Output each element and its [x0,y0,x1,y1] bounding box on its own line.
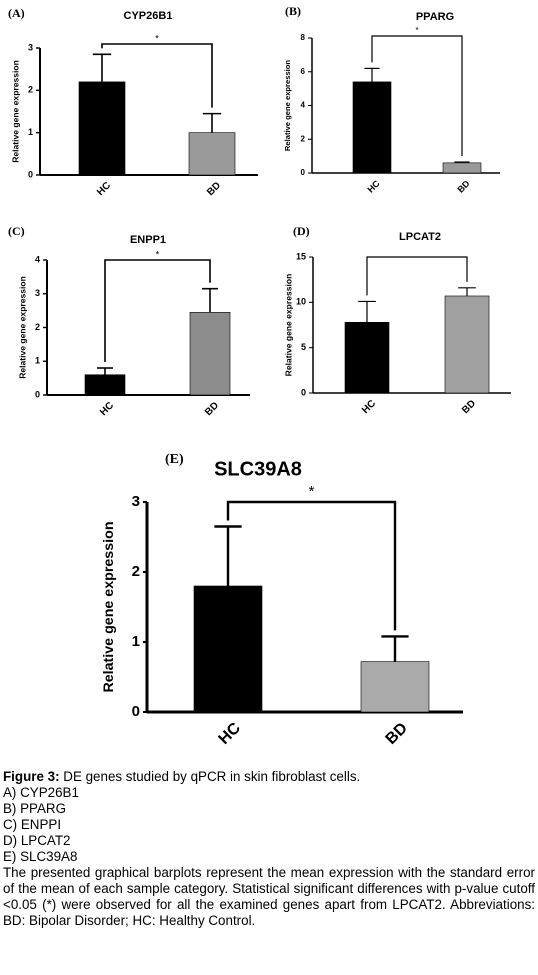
significance-bracket [366,256,468,296]
bar [188,132,236,176]
caption-label: Figure 3: [3,769,60,784]
y-tick-label: 3 [132,493,140,510]
significance-bracket [226,500,397,631]
y-tick-label: 2 [301,134,306,143]
caption-item: D) LPCAT2 [3,833,71,848]
y-tick-label: 1 [35,356,40,366]
panel-label: (E) [165,452,184,467]
caption-text: DE genes studied by qPCR in skin fibrobl… [63,769,361,784]
x-tick-label: HC [360,398,378,416]
y-tick-label: 1 [132,633,140,650]
bar [78,81,126,176]
y-axis-label: Relative gene expression [283,274,293,377]
y-axis-label: Relative gene expression [283,60,292,152]
panel-label: (A) [8,6,25,20]
significance-star: * [415,26,418,35]
y-tick-label: 0 [301,168,306,177]
bar [442,162,482,174]
y-tick-label: 2 [28,85,33,95]
y-tick-label: 3 [28,42,33,52]
significance-bracket [371,35,463,157]
x-tick-label: HC [365,178,382,195]
chart-title: PPARG [416,11,454,23]
bar [344,321,390,394]
chart-title: SLC39A8 [214,458,302,480]
significance-star: * [309,483,315,500]
significance-bracket [101,43,213,108]
significance-bracket [104,259,211,362]
bar [189,312,231,396]
y-axis-label: Relative gene expression [10,60,20,163]
x-tick-label: HC [98,400,116,418]
x-tick-label: BD [460,398,478,416]
y-tick-label: 2 [132,563,140,580]
caption-item: E) SLC39A8 [3,849,78,864]
y-tick-label: 4 [301,101,306,110]
y-tick-label: 5 [301,342,306,352]
y-tick-label: 0 [35,389,40,399]
y-axis-label: Relative gene expression [17,276,27,379]
caption-paragraph: The presented graphical barplots represe… [3,865,535,928]
bar [352,81,392,174]
x-tick-label: BD [455,178,472,195]
x-tick-label: HC [216,719,245,748]
x-tick-label: BD [205,180,223,198]
x-tick-label: BD [383,720,411,748]
bar [84,374,126,396]
y-tick-label: 2 [35,322,40,332]
caption-item: C) ENPPI [3,817,62,832]
y-tick-label: 0 [28,169,33,179]
y-tick-label: 3 [35,288,40,298]
panel-label: (D) [293,224,310,238]
caption: Figure 3: DE genes studied by qPCR in sk… [3,769,535,929]
y-tick-label: 10 [296,297,306,307]
panel-label: (C) [8,224,25,238]
y-tick-label: 0 [301,387,306,397]
caption-head: Figure 3: DE genes studied by qPCR in sk… [3,769,535,785]
y-tick-label: 15 [296,251,306,261]
bar [444,295,490,394]
chart-title: ENPP1 [130,234,166,246]
y-tick-label: 6 [301,67,306,76]
y-tick-label: 8 [301,33,306,42]
caption-items: A) CYP26B1 B) PPARG C) ENPPI D) LPCAT2 E) SL… [3,785,535,865]
y-axis-label: Relative gene expression [101,521,117,692]
chart-title: CYP26B1 [124,10,173,22]
chart-title: LPCAT2 [399,231,441,243]
y-tick-label: 0 [132,703,140,720]
significance-star: * [155,33,159,43]
panel-label: (B) [285,4,301,18]
significance-star: * [156,249,160,259]
caption-item: A) CYP26B1 [3,785,79,800]
figure: (A) CYP26B1 Relative gene expression 0 1 2 3 HC… [8,4,511,748]
x-tick-label: BD [203,400,221,418]
caption-item: B) PPARG [3,801,66,816]
bar [360,661,430,713]
y-tick-label: 1 [28,127,33,137]
y-tick-label: 4 [35,254,40,264]
bar [193,585,263,713]
x-tick-label: HC [95,180,113,198]
